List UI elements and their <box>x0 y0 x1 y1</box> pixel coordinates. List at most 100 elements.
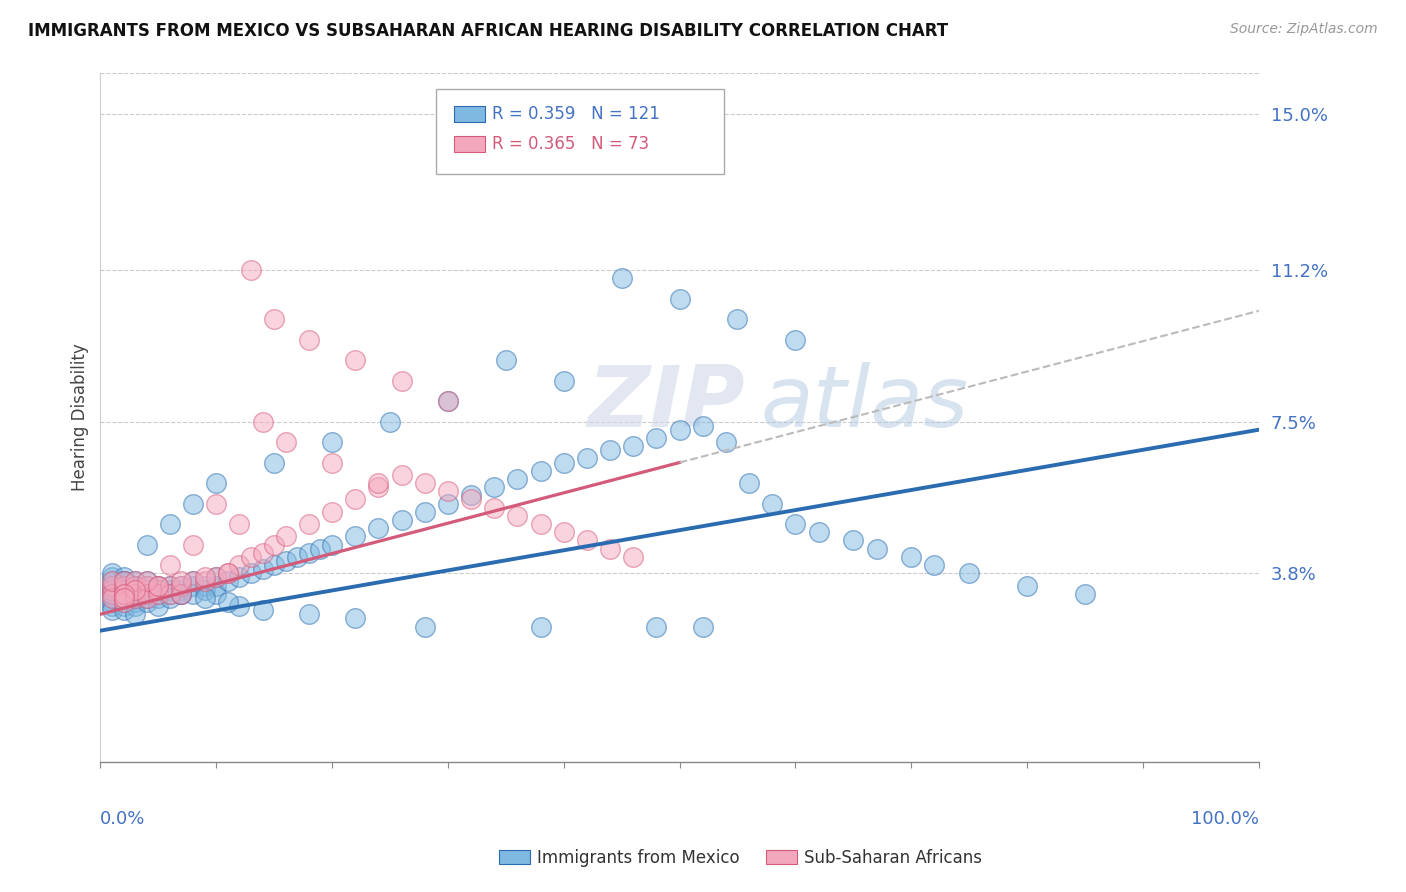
Point <box>924 558 946 572</box>
Point <box>228 558 250 572</box>
Point <box>263 456 285 470</box>
Point <box>668 292 690 306</box>
Point <box>101 587 124 601</box>
Text: ZIP: ZIP <box>586 362 745 445</box>
Point <box>124 582 146 597</box>
Point <box>135 591 157 605</box>
Point <box>124 582 146 597</box>
Point <box>228 516 250 531</box>
Point <box>506 508 529 523</box>
Point <box>692 619 714 633</box>
Text: Sub-Saharan Africans: Sub-Saharan Africans <box>804 849 983 867</box>
Point <box>437 394 460 409</box>
Point <box>344 353 367 368</box>
Point <box>228 570 250 584</box>
Point <box>668 423 690 437</box>
Text: R = 0.365   N = 73: R = 0.365 N = 73 <box>492 135 650 153</box>
Point <box>692 418 714 433</box>
Point <box>170 587 193 601</box>
Point <box>112 582 135 597</box>
Point <box>274 435 297 450</box>
Point <box>865 541 887 556</box>
Point <box>101 595 124 609</box>
Point <box>194 591 217 605</box>
Text: Source: ZipAtlas.com: Source: ZipAtlas.com <box>1230 22 1378 37</box>
Point <box>413 619 436 633</box>
Point <box>101 603 124 617</box>
Point <box>135 574 157 589</box>
Point <box>274 554 297 568</box>
Point <box>170 574 193 589</box>
Point <box>112 591 135 605</box>
Point <box>101 578 124 592</box>
Point <box>553 456 575 470</box>
Point <box>124 599 146 613</box>
Point <box>124 574 146 589</box>
Text: IMMIGRANTS FROM MEXICO VS SUBSAHARAN AFRICAN HEARING DISABILITY CORRELATION CHAR: IMMIGRANTS FROM MEXICO VS SUBSAHARAN AFR… <box>28 22 948 40</box>
Point <box>135 537 157 551</box>
Point <box>506 472 529 486</box>
Point <box>645 619 668 633</box>
Point <box>785 333 807 347</box>
Point <box>205 476 228 491</box>
Point <box>135 587 157 601</box>
Point <box>344 611 367 625</box>
Point <box>621 549 644 564</box>
Point <box>101 582 124 597</box>
Point <box>112 591 135 605</box>
Point <box>217 574 239 589</box>
Point <box>378 415 401 429</box>
Point <box>263 558 285 572</box>
Point <box>807 525 830 540</box>
Point <box>181 496 204 510</box>
Text: Immigrants from Mexico: Immigrants from Mexico <box>537 849 740 867</box>
Point <box>135 595 157 609</box>
Point <box>112 574 135 589</box>
Point <box>148 587 170 601</box>
Point <box>135 578 157 592</box>
Point <box>135 587 157 601</box>
Point <box>101 582 124 597</box>
Point <box>159 587 181 601</box>
Point <box>124 578 146 592</box>
Point <box>148 578 170 592</box>
Point <box>344 492 367 507</box>
Point <box>124 607 146 622</box>
Point <box>575 533 598 548</box>
Point <box>101 587 124 601</box>
Point <box>101 591 124 605</box>
Point <box>101 574 124 589</box>
Point <box>785 516 807 531</box>
Point <box>553 525 575 540</box>
Point <box>1017 578 1039 592</box>
Point <box>957 566 980 581</box>
Point <box>495 353 517 368</box>
Point <box>252 546 274 560</box>
Point <box>112 587 135 601</box>
Point <box>484 500 506 515</box>
Point <box>610 271 633 285</box>
Point <box>148 582 170 597</box>
Point <box>217 566 239 581</box>
Point <box>124 582 146 597</box>
Point <box>391 467 413 482</box>
Point <box>101 591 124 605</box>
Point <box>460 488 482 502</box>
Point <box>148 578 170 592</box>
Point <box>263 537 285 551</box>
Point <box>112 582 135 597</box>
Point <box>159 582 181 597</box>
Point <box>170 587 193 601</box>
Point <box>124 587 146 601</box>
Point <box>437 496 460 510</box>
Point <box>181 587 204 601</box>
Point <box>159 558 181 572</box>
Point <box>112 595 135 609</box>
Point <box>298 546 321 560</box>
Point <box>124 578 146 592</box>
Point <box>124 591 146 605</box>
Point <box>181 537 204 551</box>
Point <box>298 607 321 622</box>
Point <box>148 599 170 613</box>
Point <box>217 595 239 609</box>
